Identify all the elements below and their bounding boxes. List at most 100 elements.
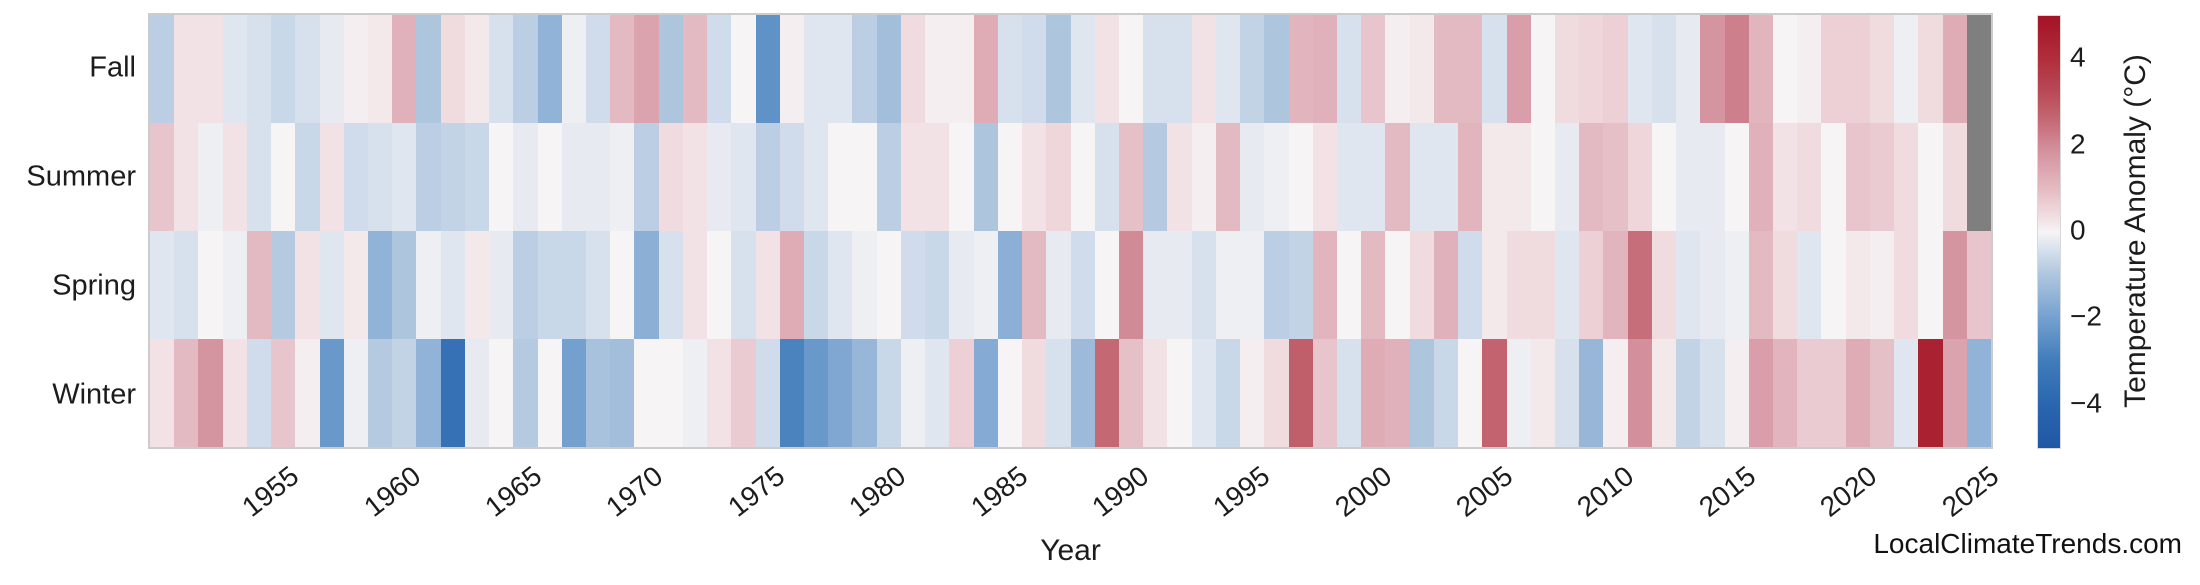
heatmap-cell — [1167, 339, 1192, 447]
colorbar-tick-2: 2 — [2070, 127, 2086, 159]
heatmap-cell — [1409, 231, 1434, 339]
heatmap-cell — [1869, 339, 1895, 447]
heatmap-cell — [1046, 231, 1071, 339]
colorbar-tick--4: −4 — [2070, 387, 2102, 419]
heatmap-cell — [1530, 15, 1555, 123]
heatmap-cell — [368, 15, 393, 123]
heatmap-cell — [707, 231, 732, 339]
heatmap-cell — [1894, 15, 1919, 123]
heatmap-cell — [1748, 15, 1773, 123]
heatmap-cell — [416, 339, 441, 447]
heatmap-cell — [1797, 339, 1822, 447]
heatmap-cell — [804, 339, 829, 447]
heatmap-cell — [440, 123, 465, 231]
heatmap-cell — [1506, 15, 1531, 123]
heatmap-cell — [489, 231, 514, 339]
heatmap-cell — [1579, 339, 1604, 447]
heatmap-cell — [682, 339, 708, 447]
heatmap-cell — [1724, 339, 1749, 447]
x-tick-2020: 2020 — [1814, 460, 1883, 523]
heatmap-cell — [731, 123, 756, 231]
heatmap-cell — [1167, 15, 1192, 123]
heatmap-cell — [1070, 231, 1095, 339]
heatmap-cell — [1118, 339, 1144, 447]
heatmap-cell — [1482, 231, 1507, 339]
heatmap-cell — [1482, 15, 1507, 123]
heatmap-cell — [464, 339, 490, 447]
heatmap-cell — [513, 231, 538, 339]
heatmap-cell — [779, 123, 805, 231]
heatmap-cell — [658, 15, 683, 123]
heatmap-cell — [343, 339, 368, 447]
heatmap-cell — [1215, 339, 1241, 447]
heatmap-cell — [1797, 15, 1822, 123]
heatmap-cell — [1845, 15, 1870, 123]
heatmap-cell — [1506, 339, 1531, 447]
heatmap-cell — [779, 339, 805, 447]
heatmap-cell — [561, 123, 587, 231]
heatmap-cell — [489, 15, 514, 123]
heatmap-cell — [1191, 15, 1216, 123]
heatmap-cell — [1288, 339, 1313, 447]
heatmap-cell — [440, 15, 465, 123]
heatmap-cell — [1627, 339, 1652, 447]
heatmap-cell — [1676, 15, 1701, 123]
heatmap-cell — [828, 123, 853, 231]
heatmap-cell — [537, 123, 562, 231]
heatmap-cell — [1046, 339, 1071, 447]
heatmap-cell — [973, 123, 998, 231]
heatmap-cell — [319, 15, 344, 123]
heatmap-cell — [1530, 339, 1555, 447]
heatmap-cell — [1288, 231, 1313, 339]
heatmap-cell — [1118, 231, 1144, 339]
heatmap-cell — [1385, 15, 1410, 123]
heatmap-cell — [610, 339, 635, 447]
heatmap-cell — [1458, 123, 1483, 231]
heatmap-cell — [295, 15, 320, 123]
heatmap-cell — [1579, 15, 1604, 123]
heatmap-cell — [416, 123, 441, 231]
heatmap-cell — [1797, 123, 1822, 231]
heatmap-cell — [997, 231, 1023, 339]
heatmap-cell — [343, 123, 368, 231]
heatmap-cell — [1869, 123, 1895, 231]
heatmap-cell — [1094, 15, 1119, 123]
heatmap-cell — [925, 15, 950, 123]
x-tick-2000: 2000 — [1328, 460, 1398, 523]
heatmap-cell — [1143, 231, 1168, 339]
heatmap-cell — [1700, 15, 1725, 123]
heatmap-cell — [1700, 339, 1725, 447]
heatmap-cell — [1821, 123, 1846, 231]
heatmap-cell — [1385, 339, 1410, 447]
heatmap-cell — [271, 339, 296, 447]
heatmap-cell — [513, 339, 538, 447]
colorbar-tick-4: 4 — [2070, 41, 2086, 73]
heatmap-cell — [1094, 231, 1119, 339]
heatmap-cell — [1797, 231, 1822, 339]
heatmap-cell — [1312, 123, 1337, 231]
heatmap-cell — [1579, 123, 1604, 231]
heatmap-cell — [1022, 231, 1047, 339]
heatmap-cell — [900, 123, 926, 231]
heatmap-cell — [392, 123, 417, 231]
heatmap-cell — [222, 15, 247, 123]
heatmap-cell — [1869, 15, 1895, 123]
heatmap-cell — [1264, 231, 1289, 339]
heatmap-cell — [295, 339, 320, 447]
heatmap-cell — [319, 231, 344, 339]
heatmap-cell — [925, 123, 950, 231]
heatmap-cell — [973, 231, 998, 339]
heatmap-grid — [150, 15, 1991, 447]
heatmap-cell — [1022, 15, 1047, 123]
heatmap-cell — [1894, 231, 1919, 339]
heatmap-cell — [246, 339, 272, 447]
heatmap-cell — [1676, 123, 1701, 231]
colorbar-tick--2: −2 — [2070, 300, 2102, 332]
heatmap-cell — [1022, 123, 1047, 231]
colorbar-gradient — [2037, 15, 2061, 449]
heatmap-cell — [343, 15, 368, 123]
heatmap-cell — [804, 15, 829, 123]
colorbar-axis-label: Temperature Anomaly (°C) — [2119, 54, 2153, 408]
heatmap-cell — [1894, 339, 1919, 447]
